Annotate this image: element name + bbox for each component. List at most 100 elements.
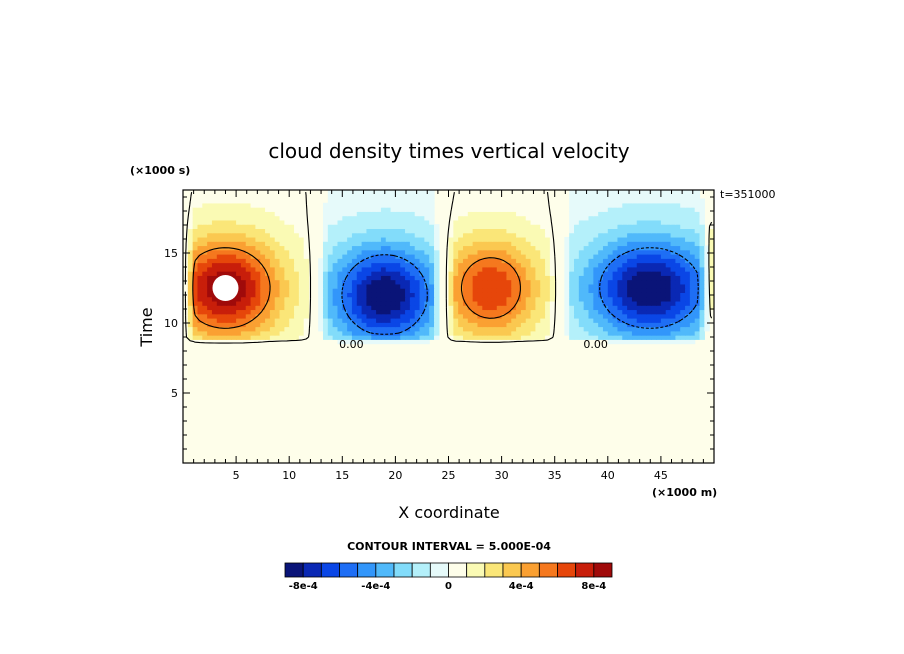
heatmap-cell — [646, 288, 652, 293]
heatmap-cell — [685, 317, 691, 323]
heatmap-cell — [380, 300, 387, 306]
heatmap-cell — [236, 292, 242, 298]
heatmap-cell — [598, 207, 604, 212]
heatmap-cell — [511, 253, 517, 259]
heatmap-cell — [284, 322, 290, 328]
heatmap-cell — [496, 322, 503, 328]
heatmap-cell — [322, 207, 329, 212]
heatmap-cell — [298, 224, 305, 229]
heatmap-cell — [265, 198, 271, 204]
heatmap-cell — [342, 275, 348, 281]
heatmap-cell — [462, 194, 469, 200]
x-unit-label: (×1000 m) — [652, 486, 717, 499]
heatmap-cell — [424, 245, 430, 251]
heatmap-cell — [395, 271, 401, 276]
heatmap-cell — [192, 283, 199, 289]
heatmap-cell — [462, 202, 469, 208]
heatmap-cell — [482, 322, 488, 328]
heatmap-cell — [631, 275, 638, 281]
heatmap-cell — [694, 330, 701, 336]
heatmap-cell — [434, 317, 440, 323]
heatmap-cell — [675, 279, 681, 285]
heatmap-cell — [294, 245, 300, 251]
heatmap-cell — [197, 228, 203, 234]
heatmap-cell — [250, 326, 257, 332]
heatmap-cell — [448, 253, 454, 259]
heatmap-cell — [602, 215, 609, 221]
heatmap-cell — [583, 198, 590, 204]
heatmap-cell — [298, 335, 305, 340]
heatmap-cell — [289, 198, 295, 204]
heatmap-cell — [376, 266, 382, 272]
heatmap-cell — [578, 190, 585, 195]
heatmap-cell — [612, 253, 619, 259]
heatmap-cell — [593, 198, 599, 204]
heatmap-cell — [462, 275, 469, 281]
heatmap-cell — [414, 258, 421, 264]
heatmap-cell — [670, 335, 676, 340]
heatmap-cell — [347, 266, 353, 272]
heatmap-cell — [255, 232, 261, 238]
heatmap-cell — [516, 279, 522, 285]
heatmap-cell — [298, 198, 305, 204]
heatmap-cell — [250, 317, 257, 323]
heatmap-cell — [332, 262, 339, 268]
heatmap-cell — [400, 241, 406, 247]
heatmap-cell — [187, 215, 194, 221]
heatmap-cell — [612, 194, 619, 200]
heatmap-cell — [216, 253, 223, 259]
heatmap-cell — [211, 305, 218, 311]
heatmap-cell — [660, 326, 667, 332]
heatmap-cell — [598, 305, 604, 311]
heatmap-cell — [583, 288, 590, 293]
heatmap-cell — [400, 271, 406, 276]
heatmap-cell — [588, 202, 594, 208]
heatmap-cell — [255, 305, 261, 311]
heatmap-cell — [351, 317, 358, 323]
heatmap-cell — [405, 219, 411, 225]
heatmap-cell — [395, 249, 401, 255]
heatmap-cell — [675, 219, 681, 225]
heatmap-cell — [371, 241, 377, 247]
heatmap-cell — [593, 236, 599, 242]
heatmap-cell — [530, 253, 536, 259]
heatmap-cell — [409, 249, 416, 255]
heatmap-cell — [351, 313, 358, 319]
heatmap-cell — [332, 330, 339, 336]
heatmap-cell — [646, 207, 652, 212]
heatmap-cell — [197, 198, 203, 204]
heatmap-cell — [424, 326, 430, 332]
heatmap-cell — [598, 219, 604, 225]
heatmap-cell — [704, 292, 710, 298]
heatmap-cell — [385, 249, 392, 255]
heatmap-cell — [250, 215, 257, 221]
heatmap-cell — [631, 288, 638, 293]
heatmap-cell — [327, 313, 334, 319]
heatmap-cell — [279, 245, 285, 251]
heatmap-cell — [694, 283, 701, 289]
heatmap-cell — [260, 313, 266, 319]
heatmap-cell — [477, 207, 483, 212]
heatmap-cell — [419, 241, 425, 247]
heatmap-cell — [506, 258, 512, 264]
heatmap-cell — [660, 207, 667, 212]
heatmap-cell — [569, 300, 575, 306]
heatmap-cell — [602, 335, 609, 340]
heatmap-cell — [226, 253, 232, 259]
heatmap-cell — [371, 253, 377, 259]
heatmap-cell — [487, 296, 493, 302]
heatmap-cell — [665, 266, 672, 272]
heatmap-cell — [617, 258, 623, 264]
heatmap-cell — [462, 313, 469, 319]
heatmap-cell — [680, 219, 686, 225]
heatmap-cell — [327, 245, 334, 251]
heatmap-cell — [332, 253, 339, 259]
heatmap-cell — [265, 266, 271, 272]
heatmap-cell — [376, 207, 382, 212]
heatmap-cell — [356, 326, 363, 332]
heatmap-cell — [279, 194, 285, 200]
heatmap-cell — [294, 241, 300, 247]
heatmap-cell — [646, 202, 652, 208]
heatmap-cell — [274, 292, 281, 298]
heatmap-cell — [617, 236, 623, 242]
